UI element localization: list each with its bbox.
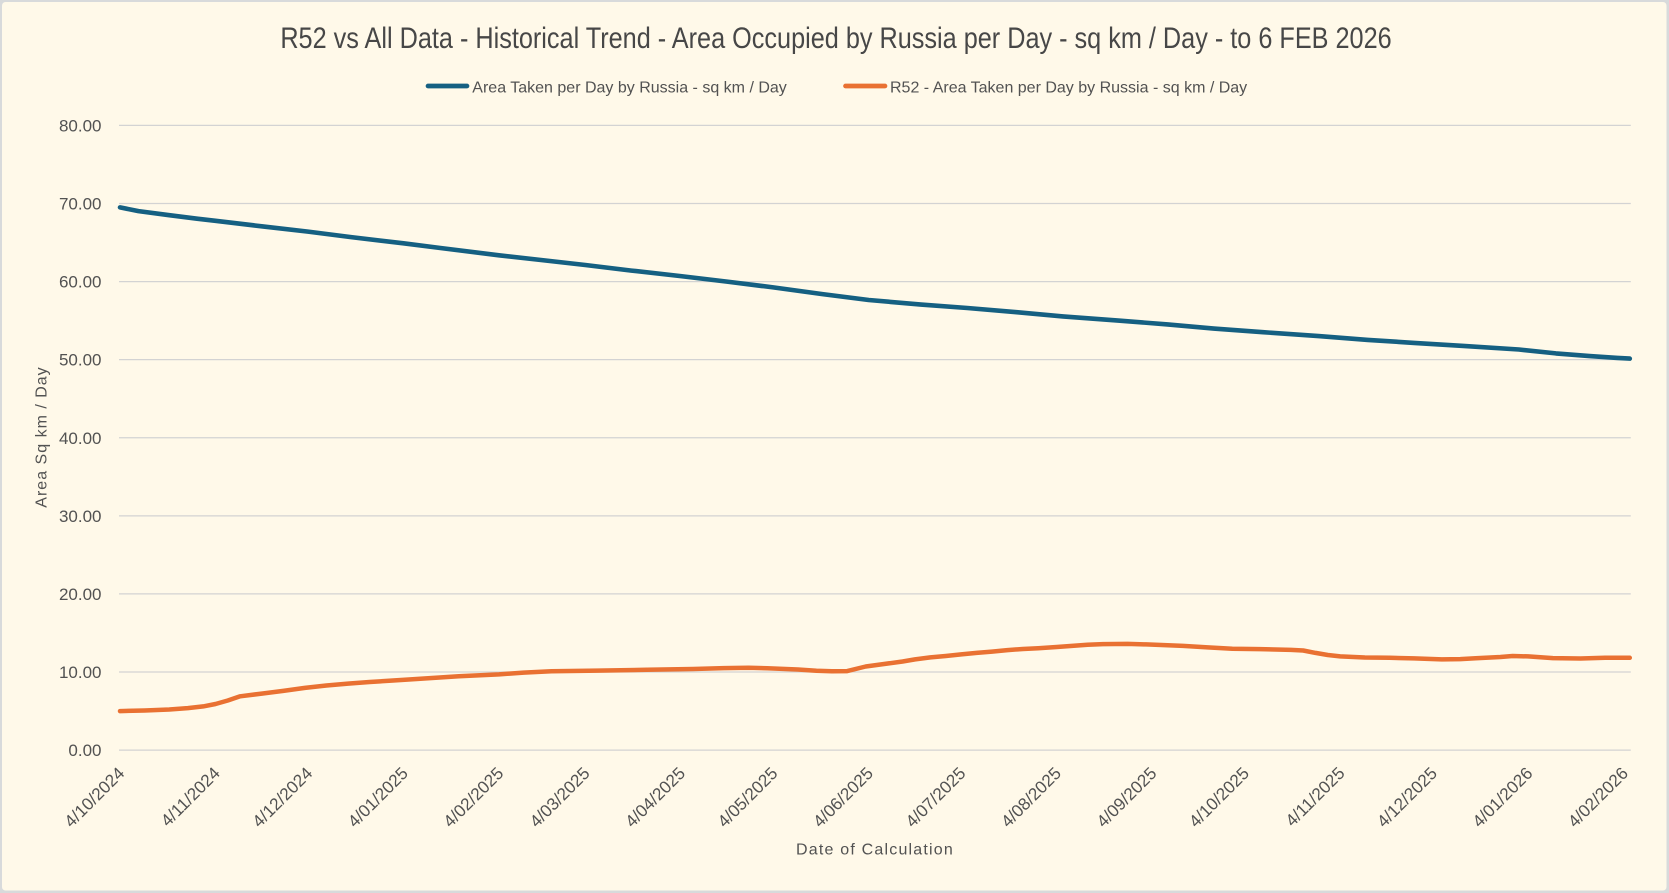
svg-text:Area Taken per Day by Russia -: Area Taken per Day by Russia - sq km / D… [472,79,787,96]
svg-text:R52 vs All Data - Historical T: R52 vs All Data - Historical Trend - Are… [280,21,1391,55]
svg-text:0.00: 0.00 [68,741,101,760]
svg-text:50.00: 50.00 [59,351,102,370]
svg-text:80.00: 80.00 [59,116,102,135]
svg-text:40.00: 40.00 [59,429,102,448]
svg-text:10.00: 10.00 [59,663,102,682]
svg-text:Date of Calculation: Date of Calculation [796,842,954,859]
svg-text:30.00: 30.00 [59,507,102,526]
svg-text:Area Sq km / Day: Area Sq km / Day [33,366,50,507]
svg-text:20.00: 20.00 [59,585,102,604]
svg-text:R52 - Area Taken per Day by Ru: R52 - Area Taken per Day by Russia - sq … [890,79,1247,96]
svg-text:60.00: 60.00 [59,273,102,292]
svg-text:70.00: 70.00 [59,194,102,213]
